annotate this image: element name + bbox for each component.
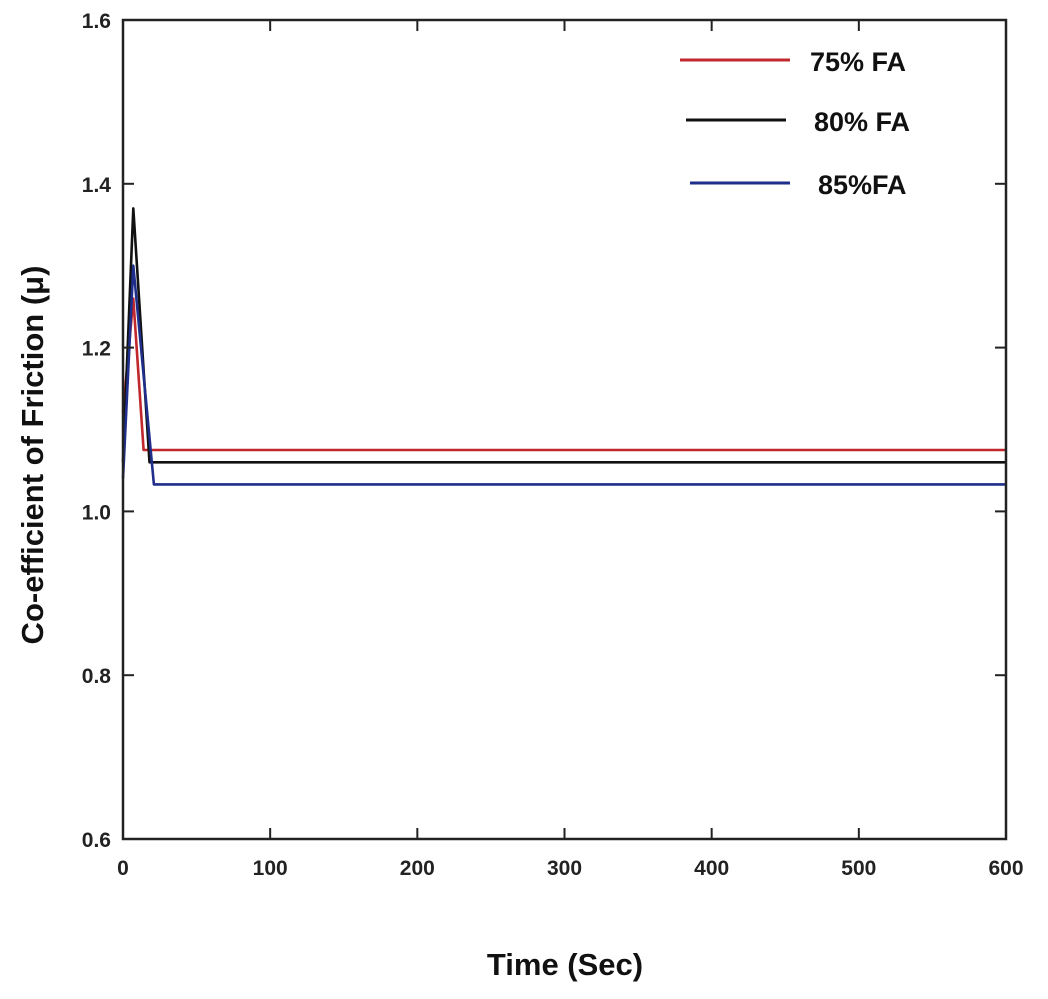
y-axis-title: Co-efficient of Friction (μ) <box>15 266 50 645</box>
legend-label-0: 75% FA <box>810 47 906 77</box>
x-tick-label: 0 <box>117 857 129 880</box>
x-tick-label: 300 <box>547 857 582 880</box>
axis-ticks: 0 100 200 300 400 500 600 0.6 0.8 1.0 1.2 1.4 1.6 <box>82 10 1024 880</box>
x-tick-label: 600 <box>988 857 1023 880</box>
series-line-0 <box>121 297 1006 452</box>
x-tick-label: 200 <box>400 857 435 880</box>
y-tick-label: 1.4 <box>82 174 112 197</box>
plot-lines <box>121 207 1006 486</box>
series-line-2 <box>121 264 1006 486</box>
legend-label-2: 85%FA <box>818 170 907 200</box>
y-tick-label: 1.6 <box>82 10 111 33</box>
y-tick-label: 1.0 <box>82 501 111 524</box>
x-tick-label: 100 <box>253 857 288 880</box>
y-tick-label: 1.2 <box>82 338 111 361</box>
y-tick-label: 0.6 <box>82 829 111 852</box>
plot-frame <box>121 18 1008 841</box>
series-line-1 <box>121 207 1006 464</box>
y-tick-label: 0.8 <box>82 665 112 688</box>
x-tick-label: 400 <box>694 857 729 880</box>
x-axis-title: Time (Sec) <box>487 947 643 982</box>
x-tick-label: 500 <box>841 857 876 880</box>
legend: 75% FA 80% FA 85%FA <box>680 47 910 200</box>
legend-label-1: 80% FA <box>814 107 910 137</box>
